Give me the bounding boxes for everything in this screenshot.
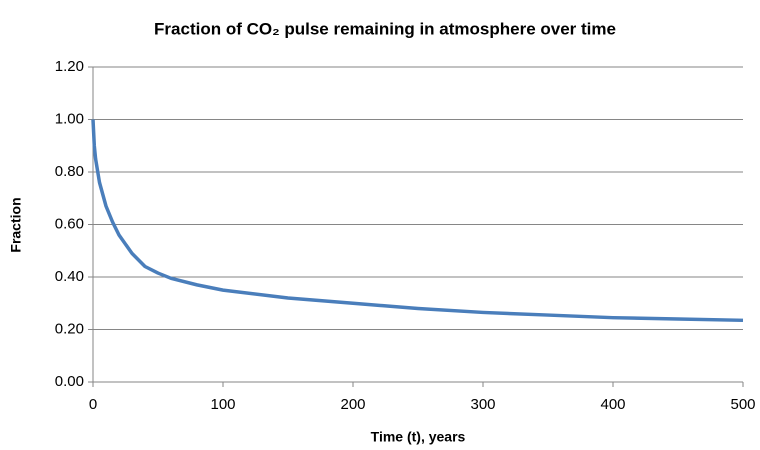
y-axis-title: Fraction (8, 197, 24, 252)
x-tick-label: 0 (89, 396, 97, 413)
y-tick-label: 0.60 (55, 215, 84, 232)
y-tick-label: 1.20 (55, 58, 84, 75)
y-tick-label: 0.80 (55, 163, 84, 180)
x-tick-label: 100 (210, 396, 235, 413)
x-tick-label: 300 (470, 396, 495, 413)
y-tick-label: 0.20 (55, 320, 84, 337)
x-tick-label: 400 (600, 396, 625, 413)
x-tick-label: 200 (340, 396, 365, 413)
data-line (91, 119, 744, 323)
x-tick-label: 500 (730, 396, 755, 413)
x-axis-title: Time (t), years (371, 429, 466, 445)
y-tick-label: 1.00 (55, 110, 84, 127)
y-tick-label: 0.00 (55, 373, 84, 390)
y-tick-label: 0.40 (55, 268, 84, 285)
chart-title: Fraction of CO₂ pulse remaining in atmos… (154, 19, 616, 38)
